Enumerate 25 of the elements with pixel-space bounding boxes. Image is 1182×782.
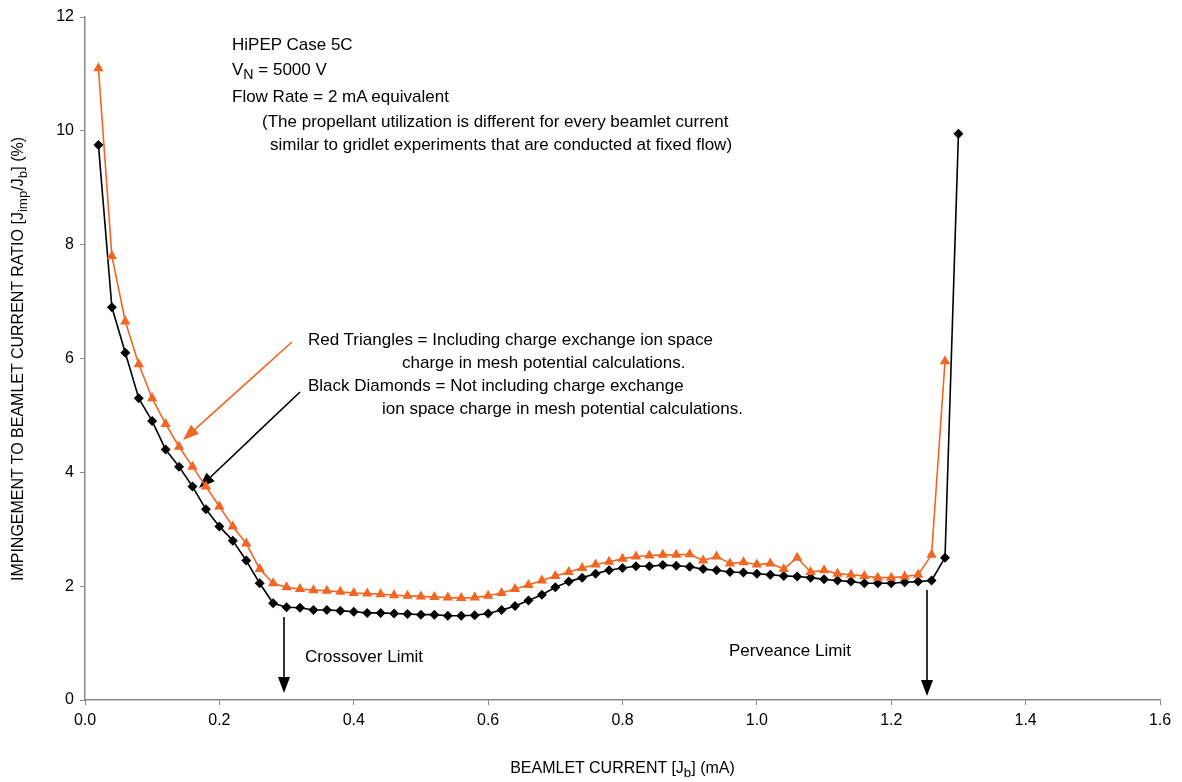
y-tick-label: 8 bbox=[65, 235, 75, 253]
x-tick-label: 0.2 bbox=[208, 711, 231, 729]
annotation: (The propellant utilization is different for every beamlet current similar to gridlet experiments that are conducted at fixed flow) bbox=[262, 111, 733, 156]
x-tick-label: 1.0 bbox=[745, 711, 769, 729]
y-tick-label: 4 bbox=[65, 462, 75, 480]
y-tick-label: 10 bbox=[56, 121, 75, 139]
annotation: Red Triangles = Including charge exchange ion space charge in mesh potential calculations. bbox=[308, 329, 713, 374]
x-tick-label: 0.6 bbox=[477, 711, 500, 729]
x-tick-label: 1.4 bbox=[1014, 711, 1037, 729]
y-tick-label: 12 bbox=[56, 7, 75, 25]
annotation: Perveance Limit bbox=[729, 640, 851, 662]
x-tick-label: 0.0 bbox=[73, 711, 97, 729]
x-tick-label: 0.8 bbox=[611, 711, 634, 729]
annotation: HiPEP Case 5C bbox=[232, 34, 353, 56]
annotation: Flow Rate = 2 mA equivalent bbox=[232, 86, 449, 108]
annotation: V$_{N}$ = 5000 V bbox=[232, 59, 327, 85]
y-tick-label: 0 bbox=[65, 690, 75, 708]
x-tick-label: 1.2 bbox=[880, 711, 903, 729]
y-tick-label: 2 bbox=[65, 576, 75, 594]
annotation: Black Diamonds = Not including charge exchange ion space charge in mesh potential calculations. bbox=[308, 375, 743, 420]
annotation: Crossover Limit bbox=[305, 646, 424, 668]
x-axis-title: BEAMLET CURRENT [J$_{b}$] (mA) bbox=[510, 758, 735, 782]
x-tick-label: 1.6 bbox=[1148, 711, 1172, 729]
x-tick-label: 0.4 bbox=[342, 711, 365, 729]
y-tick-label: 6 bbox=[65, 348, 75, 366]
